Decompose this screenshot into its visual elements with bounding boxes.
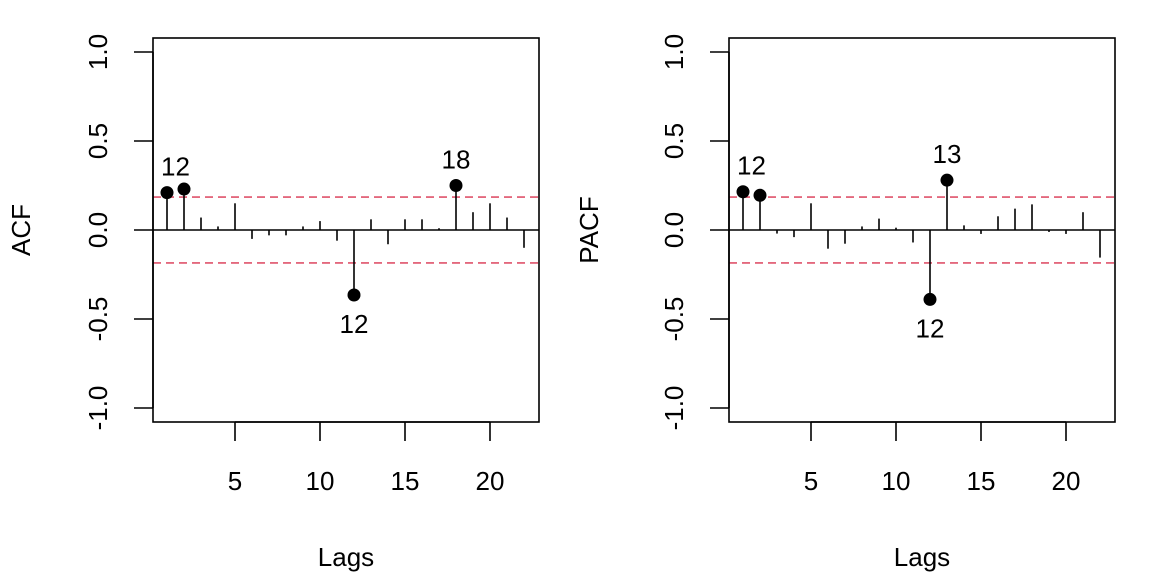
y-tick-label: 1.0 (659, 34, 689, 70)
point-lag-12 (347, 288, 361, 302)
point-lag-18 (449, 179, 463, 192)
point-lag-2 (753, 188, 767, 202)
y-axis-title: ACF (6, 204, 36, 256)
annotation-label: 12 (340, 309, 369, 339)
annotation-label: 12 (737, 151, 766, 181)
y-axis-title: PACF (574, 196, 604, 263)
point-lag-1 (160, 186, 174, 200)
x-tick-label: 5 (804, 466, 818, 496)
x-tick-label: 20 (1052, 466, 1081, 496)
y-tick-label: 1.0 (83, 34, 113, 70)
x-tick-label: 20 (476, 466, 505, 496)
annotation-label: 13 (933, 139, 962, 169)
x-axis-title: Lags (318, 542, 374, 572)
x-tick-label: 5 (228, 466, 242, 496)
point-lag-2 (177, 182, 191, 196)
x-tick-label: 15 (391, 466, 420, 496)
point-lag-12 (923, 292, 937, 306)
y-tick-label: -0.5 (659, 297, 689, 342)
y-tick-label: 0.0 (83, 212, 113, 248)
annotation-label: 12 (916, 313, 945, 343)
acf-panel: 12 12 18 -1.0 -0.5 0.0 0.5 1.0 5 10 15 20 Lags ACF (6, 34, 540, 572)
annotation-label: 18 (442, 145, 471, 175)
y-tick-label: 0.5 (83, 123, 113, 159)
y-tick-label: -0.5 (83, 297, 113, 342)
x-axis-title: Lags (894, 542, 950, 572)
y-tick-label: 0.5 (659, 123, 689, 159)
point-lag-1 (736, 185, 750, 199)
annotation-label: 12 (161, 152, 190, 182)
x-tick-label: 15 (967, 466, 996, 496)
x-tick-label: 10 (306, 466, 335, 496)
y-tick-label: -1.0 (83, 386, 113, 431)
pacf-panel: 12 12 13 -1.0 -0.5 0.0 0.5 1.0 5 10 15 20 Lags PACF (574, 34, 1116, 572)
point-lag-13 (940, 173, 954, 187)
y-tick-label: -1.0 (659, 386, 689, 431)
y-tick-label: 0.0 (659, 212, 689, 248)
x-tick-label: 10 (882, 466, 911, 496)
